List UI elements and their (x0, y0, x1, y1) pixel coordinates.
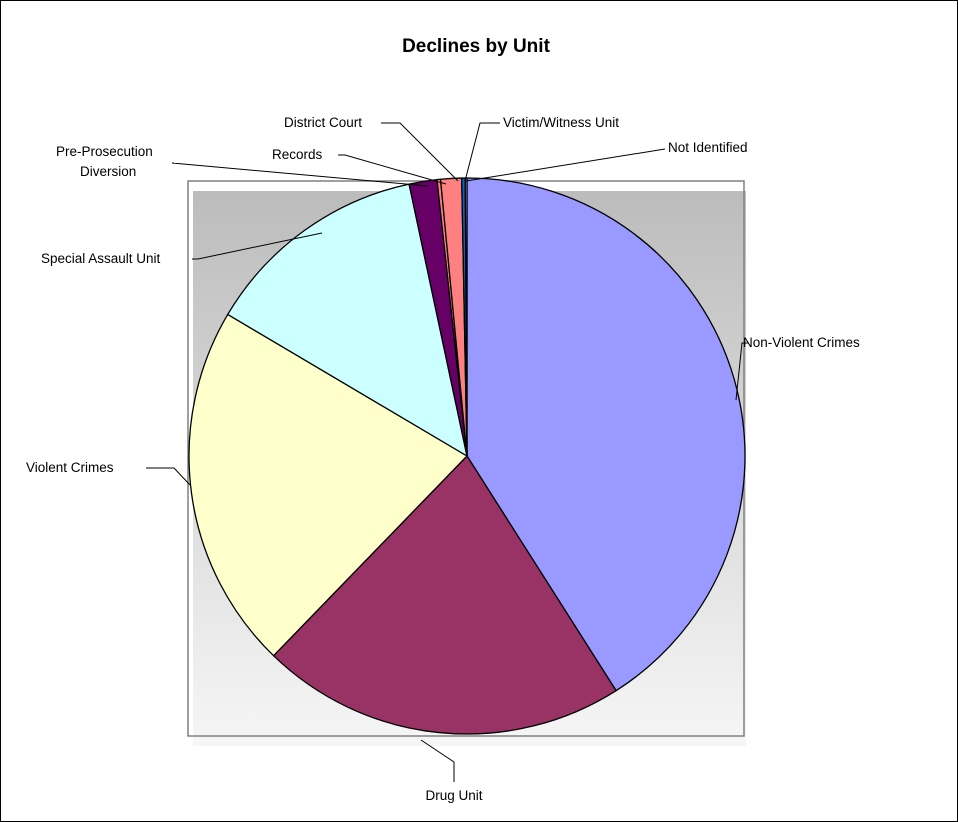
slice-label-victim-witness-unit: Victim/Witness Unit (503, 115, 619, 130)
leader-line-records (338, 154, 447, 185)
leader-line-pre-prosecution-diversion (171, 162, 429, 187)
pie-slice-special-assault-unit (227, 183, 468, 457)
leader-line-victim-witness-unit (464, 122, 500, 182)
slice-label-drug-unit: Drug Unit (425, 788, 482, 803)
leader-line-drug-unit (420, 739, 455, 782)
slice-label-non-violent-crimes: Non-Violent Crimes (743, 335, 860, 350)
slice-label-pre-prosecution-diversion: Pre-Prosecution Diversion (56, 144, 153, 179)
leader-line-special-assault-unit (192, 232, 323, 260)
pie-slice-drug-unit (272, 455, 617, 735)
leader-lines (146, 122, 748, 782)
leader-line-district-court (381, 122, 459, 182)
leader-line-violent-crimes (146, 467, 191, 486)
slice-label-violent-crimes: Violent Crimes (26, 460, 114, 475)
slice-label-line: Pre-Prosecution (56, 144, 153, 159)
slice-label-line: Diversion (80, 164, 136, 179)
pie-slices (188, 177, 746, 735)
pie-slice-violent-crimes (188, 313, 468, 657)
slice-labels: Non-Violent Crimes Drug Unit Violent Crime… (26, 115, 860, 803)
leader-line-not-identified (465, 148, 666, 182)
pie-slice-non-violent-crimes (466, 177, 746, 692)
slice-label-district-court: District Court (284, 115, 362, 130)
leader-line-non-violent-crimes (735, 342, 748, 401)
slice-label-records: Records (272, 147, 323, 162)
slice-label-not-identified: Not Identified (668, 140, 748, 155)
slice-label-special-assault-unit: Special Assault Unit (41, 251, 161, 266)
chart-title: Declines by Unit (402, 36, 550, 57)
